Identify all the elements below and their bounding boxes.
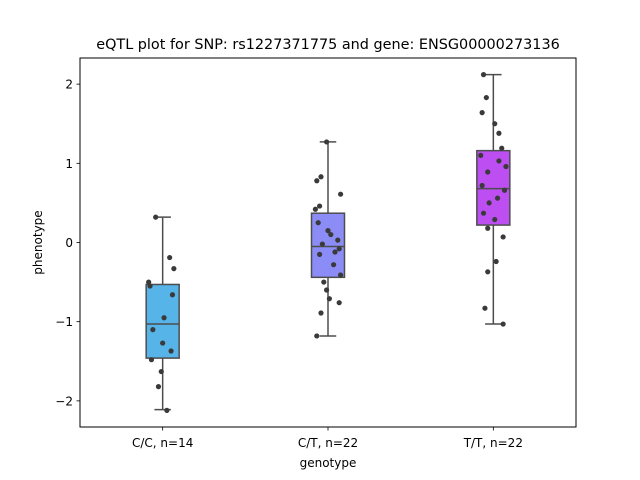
data-point <box>485 269 491 275</box>
data-point <box>485 169 491 175</box>
x-tick-label: C/T, n=22 <box>298 436 358 450</box>
data-point <box>494 195 501 201</box>
data-point <box>167 254 173 261</box>
data-point <box>314 333 320 339</box>
data-point <box>486 200 492 206</box>
data-point <box>479 110 485 116</box>
data-point <box>146 279 152 285</box>
data-point <box>168 348 174 354</box>
data-point <box>485 225 491 231</box>
y-tick-label: −1 <box>55 315 73 329</box>
data-point <box>317 251 323 257</box>
data-point <box>319 241 325 247</box>
data-point <box>314 178 320 184</box>
data-point <box>338 191 344 197</box>
data-point <box>496 130 502 136</box>
data-point <box>169 292 176 298</box>
data-point <box>499 145 505 151</box>
data-point <box>483 94 489 101</box>
plot-area: −2 −1 0 1 2 C/C, n=14 C/T, n=22 T/T, n=22 <box>55 72 523 450</box>
data-point <box>324 139 330 145</box>
data-point <box>312 206 318 212</box>
x-tick-label: T/T, n=22 <box>463 436 523 450</box>
data-point <box>478 152 484 158</box>
y-tick-label: −2 <box>55 394 73 408</box>
data-point <box>335 237 341 243</box>
y-tick-label: 0 <box>65 236 73 250</box>
data-point <box>318 174 324 180</box>
data-point <box>161 315 167 321</box>
data-point <box>155 384 162 390</box>
data-point <box>482 305 488 311</box>
chart-title: eQTL plot for SNP: rs1227371775 and gene… <box>96 37 560 53</box>
data-point <box>496 158 502 164</box>
data-point <box>317 203 323 209</box>
data-point <box>492 216 498 223</box>
data-point <box>480 210 487 216</box>
data-point <box>325 228 331 234</box>
data-point <box>315 220 321 226</box>
data-point <box>160 340 166 346</box>
data-point <box>336 300 342 306</box>
y-tick-label: 2 <box>65 78 73 92</box>
data-point <box>153 214 159 220</box>
data-point <box>480 72 487 78</box>
data-point <box>336 246 342 252</box>
data-point <box>332 249 338 255</box>
x-tick-label: C/C, n=14 <box>132 436 193 450</box>
data-point <box>493 258 499 265</box>
axes-frame <box>79 57 577 428</box>
data-point <box>324 287 330 293</box>
y-tick-label: 1 <box>65 157 73 171</box>
data-point <box>147 283 153 289</box>
data-point <box>500 321 506 327</box>
data-point <box>148 357 155 363</box>
data-point <box>171 266 177 272</box>
data-point <box>338 272 344 278</box>
data-point <box>164 407 170 413</box>
data-point <box>326 296 332 302</box>
data-point <box>158 368 164 375</box>
data-point <box>479 182 485 189</box>
data-point <box>318 310 324 316</box>
data-point <box>321 279 327 285</box>
data-point <box>492 121 498 127</box>
data-point <box>150 327 156 333</box>
data-point <box>328 231 334 238</box>
data-point <box>503 163 509 170</box>
data-point <box>331 262 337 268</box>
data-point <box>500 234 506 240</box>
data-point <box>501 187 508 193</box>
x-axis-label: genotype <box>300 456 357 470</box>
y-axis-label: phenotype <box>31 210 45 274</box>
